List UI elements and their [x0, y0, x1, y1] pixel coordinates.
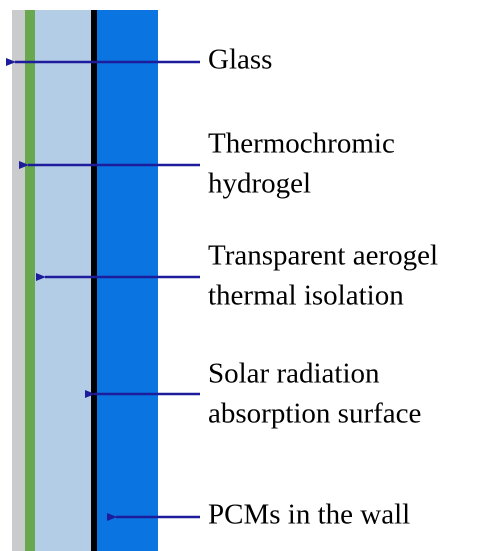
- glass-layer: [12, 10, 25, 551]
- absorption-surface: [91, 10, 97, 551]
- label: PCMs in the wall: [208, 499, 410, 531]
- label: Thermochromic: [208, 128, 395, 160]
- label: Glass: [208, 44, 272, 76]
- label: absorption surface: [208, 398, 421, 430]
- label: Transparent aerogel: [208, 240, 438, 272]
- label: Solar radiation: [208, 358, 380, 390]
- hydrogel-layer: [25, 10, 35, 551]
- label: thermal isolation: [208, 280, 404, 312]
- label: hydrogel: [208, 168, 311, 200]
- pcm-wall: [97, 10, 158, 551]
- aerogel-layer: [35, 10, 91, 551]
